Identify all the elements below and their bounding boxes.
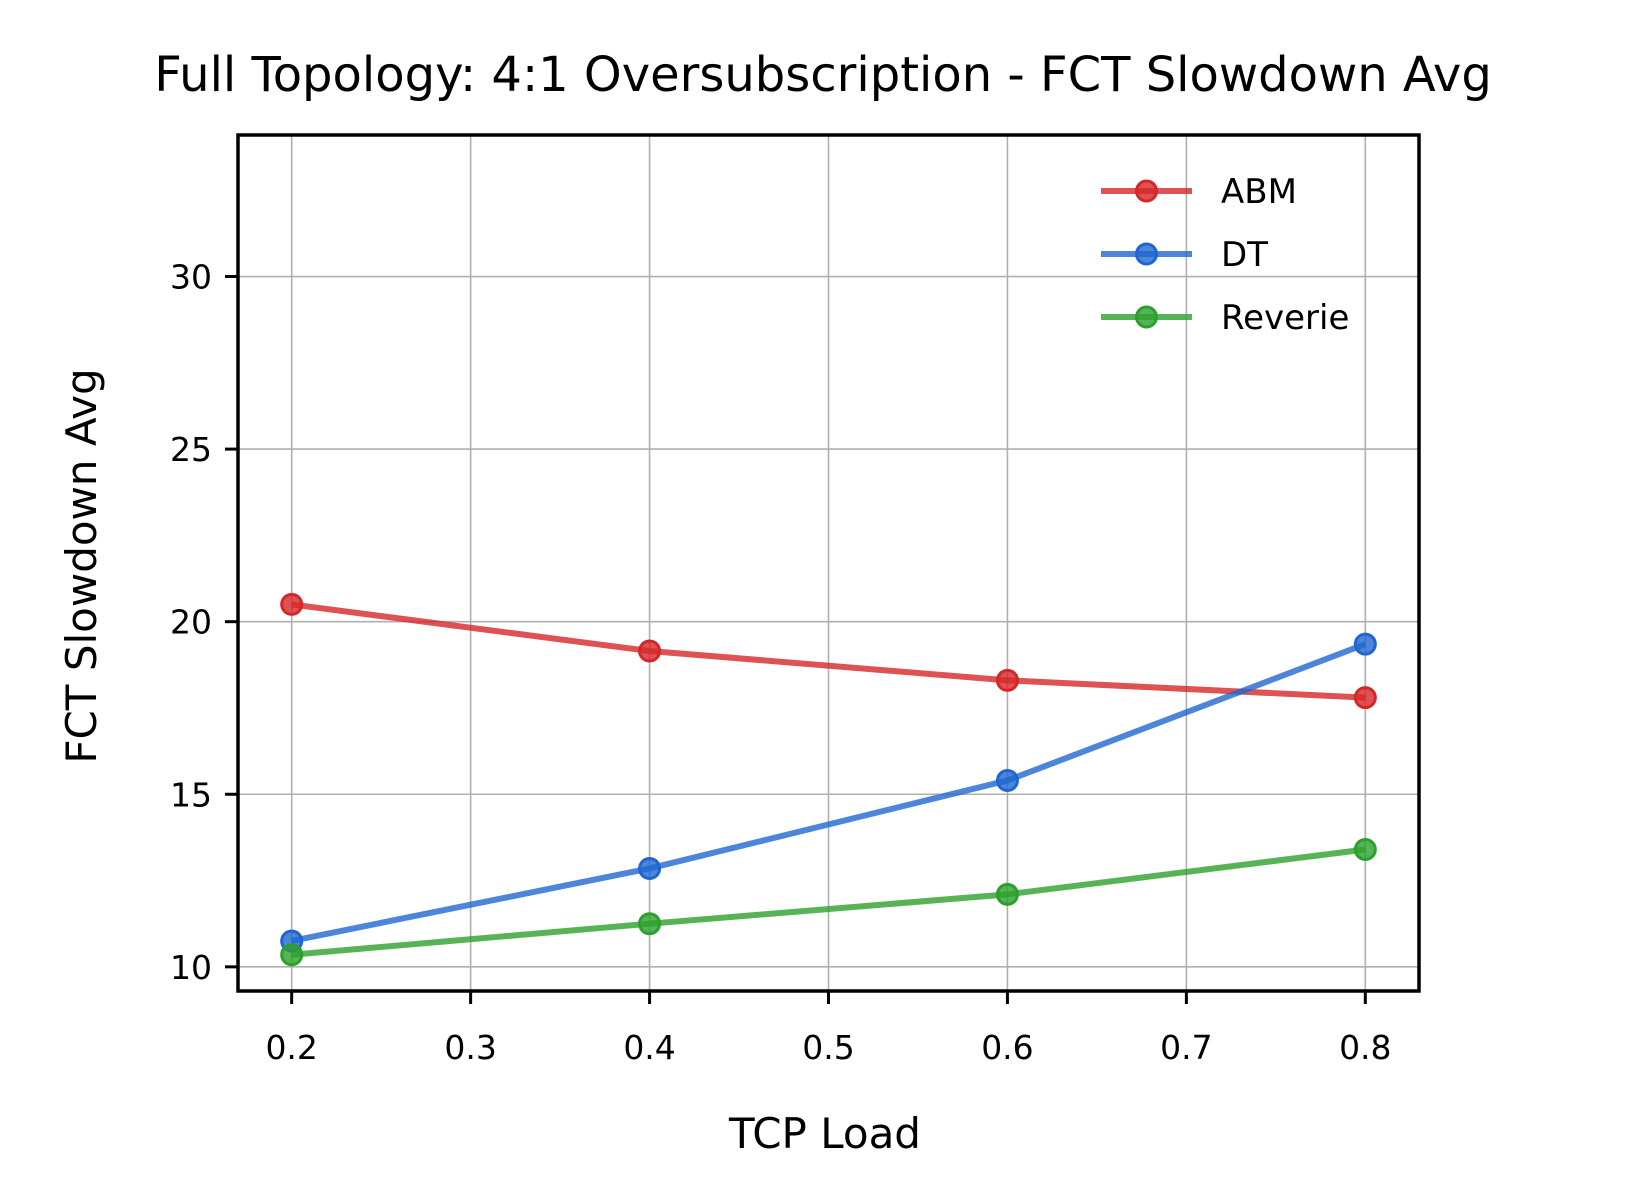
legend-swatch-marker <box>1135 242 1158 266</box>
data-point-reverie <box>995 882 1019 906</box>
legend-label: DT <box>1221 235 1268 275</box>
x-tick-label: 0.2 <box>265 1028 317 1067</box>
x-tick-label: 0.8 <box>1339 1028 1391 1067</box>
chart-title: Full Topology: 4:1 Oversubscription - FC… <box>154 47 1492 103</box>
data-point-reverie <box>1353 837 1377 861</box>
y-tick-label: 10 <box>170 948 212 987</box>
data-point-abm <box>1353 686 1377 710</box>
legend-item-abm: ABM <box>1101 172 1297 212</box>
data-point-abm <box>638 639 662 663</box>
x-tick-label: 0.4 <box>623 1028 675 1067</box>
x-tick-label: 0.7 <box>1160 1028 1212 1067</box>
y-tick-label: 15 <box>170 775 212 814</box>
y-axis-label: FCT Slowdown Avg <box>57 368 106 763</box>
x-axis-label: TCP Load <box>728 1109 921 1158</box>
legend-label: Reverie <box>1221 298 1349 338</box>
y-tick-label: 30 <box>170 258 212 297</box>
x-tick-label: 0.3 <box>444 1028 496 1067</box>
grid <box>238 135 1419 991</box>
series-line-dt <box>291 641 1367 944</box>
data-point-dt <box>995 768 1019 792</box>
series-reverie <box>280 837 1377 967</box>
data-point-dt <box>1353 632 1377 656</box>
data-point-abm <box>280 592 304 616</box>
data-point-dt <box>638 856 662 880</box>
x-tick-label: 0.5 <box>802 1028 854 1067</box>
y-tick-label: 20 <box>170 603 212 642</box>
series-layer <box>280 592 1377 967</box>
legend: ABM DT Reverie <box>1101 172 1349 338</box>
legend-swatch-marker <box>1135 305 1158 329</box>
legend-item-dt: DT <box>1101 235 1268 275</box>
series-abm <box>280 592 1377 710</box>
data-point-abm <box>995 668 1019 692</box>
series-line-reverie <box>291 846 1366 958</box>
x-tick-label: 0.6 <box>981 1028 1033 1067</box>
y-tick-label: 25 <box>170 430 212 469</box>
axis-ticks: 0.2 0.3 0.4 0.5 0.6 0.7 0.8 10 15 20 25 30 <box>170 258 1392 1067</box>
data-point-reverie <box>638 912 662 936</box>
data-point-reverie <box>280 943 304 967</box>
series-line-abm <box>291 601 1366 701</box>
legend-swatch-marker <box>1135 179 1158 203</box>
legend-item-reverie: Reverie <box>1101 298 1349 338</box>
legend-label: ABM <box>1221 172 1297 212</box>
